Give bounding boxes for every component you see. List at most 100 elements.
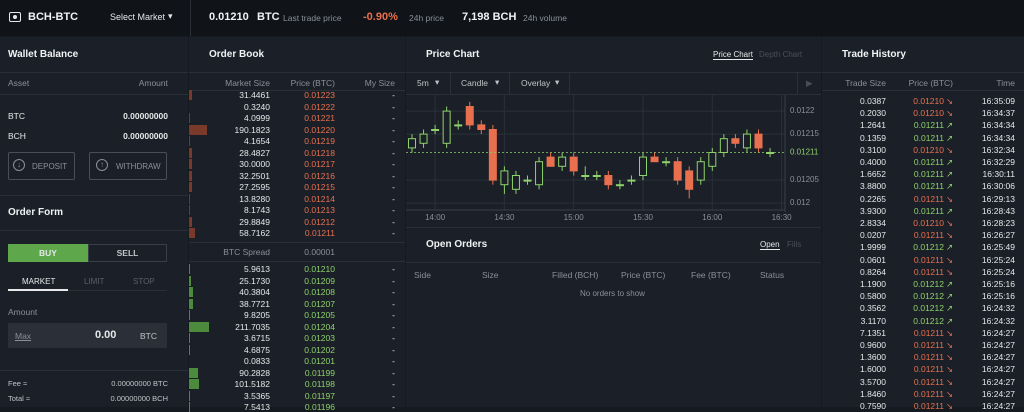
trade-arrow: ↗	[946, 316, 953, 327]
trade-size: 0.0207	[860, 230, 886, 240]
trade-arrow: ↘	[946, 389, 953, 400]
trade-header: Price (BTC)	[909, 78, 953, 88]
candle-body	[489, 130, 496, 181]
trade-price: 0.01211	[914, 364, 944, 374]
active-underline	[8, 289, 68, 291]
candle-body	[409, 139, 416, 148]
trade-price: 0.01212	[913, 303, 944, 313]
orders-tab[interactable]: Open	[760, 240, 780, 250]
my-size: -	[392, 287, 395, 297]
total-label: Total ≈	[8, 394, 30, 403]
market-size: 29.8849	[239, 217, 270, 227]
trade-size: 0.8264	[860, 267, 886, 277]
divider	[189, 242, 405, 243]
trade-arrow: ↘	[946, 194, 953, 205]
market-size: 3.5365	[244, 391, 270, 401]
order-type[interactable]: MARKET	[22, 277, 55, 286]
candle-body	[616, 185, 623, 186]
trade-history-title: Trade History	[842, 49, 906, 60]
candle-body	[466, 107, 473, 125]
candle-body	[732, 139, 739, 144]
divider	[406, 227, 821, 228]
orders-header: Side	[414, 270, 431, 280]
empty-message: No orders to show	[580, 289, 645, 298]
trade-arrow: ↘	[946, 255, 953, 266]
candle-body	[420, 134, 427, 143]
trade-size: 0.0387	[860, 96, 886, 106]
my-size: -	[392, 379, 395, 389]
orders-tab[interactable]: Fills	[787, 240, 801, 249]
x-tick-label: 16:00	[702, 213, 723, 222]
trade-size: 7.1351	[860, 328, 886, 338]
trade-arrow: ↗	[946, 157, 953, 168]
divider	[0, 72, 188, 73]
trade-price: 0.01212	[913, 279, 944, 289]
my-size: -	[392, 159, 395, 169]
candle-body	[697, 162, 704, 180]
market-size: 32.2501	[239, 171, 270, 181]
trade-time: 16:35:09	[982, 96, 1015, 106]
order-type[interactable]: STOP	[133, 277, 155, 286]
divider	[0, 370, 188, 371]
sell-tab[interactable]: SELL	[88, 244, 167, 262]
wallet-title: Wallet Balance	[8, 49, 78, 60]
trade-arrow: ↘	[946, 340, 953, 351]
chart-tab[interactable]: Depth Chart	[759, 50, 802, 59]
buy-tab[interactable]: BUY	[8, 244, 88, 262]
overlay[interactable]: Overlay	[521, 78, 550, 88]
trade-time: 16:34:37	[982, 108, 1015, 118]
my-size: -	[392, 356, 395, 366]
trade-time: 16:24:27	[982, 364, 1015, 374]
withdraw-icon: ↑	[96, 159, 108, 171]
trade-time: 16:24:32	[982, 316, 1015, 326]
order-type[interactable]: LIMIT	[84, 277, 104, 286]
trade-header: Trade Size	[845, 78, 886, 88]
market-size: 31.4461	[239, 90, 270, 100]
trade-arrow: ↘	[946, 218, 953, 229]
depth-bar	[189, 310, 190, 320]
depth-bar	[189, 402, 190, 412]
market-size: 8.1743	[244, 205, 270, 215]
trade-header: Time	[996, 78, 1015, 88]
depth-bar	[189, 228, 195, 238]
max-link[interactable]: Max	[15, 331, 31, 341]
volume-label: 24h volume	[523, 13, 567, 23]
trade-time: 16:24:27	[982, 328, 1015, 338]
market-size: 190.1823	[235, 125, 270, 135]
market-size: 25.1730	[239, 276, 270, 286]
order-book-header: Market Size	[225, 78, 270, 88]
price: 0.01222	[304, 102, 335, 112]
depth-bar	[189, 159, 192, 169]
last-price-unit: BTC	[257, 11, 280, 23]
left-panel	[0, 37, 188, 407]
chart-type[interactable]: Candle	[461, 78, 488, 88]
caret: ▾	[168, 11, 173, 22]
candle-body	[582, 176, 589, 177]
last-price-label: Last trade price	[283, 13, 342, 23]
trade-arrow: ↗	[946, 291, 953, 302]
divider	[189, 72, 405, 73]
trade-price: 0.01211	[914, 328, 944, 338]
chart-tab[interactable]: Price Chart	[713, 50, 753, 60]
price-change-label: 24h price	[409, 13, 444, 23]
trade-size: 0.2265	[860, 194, 886, 204]
trade-price: 0.01211	[914, 267, 944, 277]
play-icon[interactable]: ▶	[806, 78, 813, 89]
candle-body	[524, 180, 531, 181]
pair: BCH-BTC	[28, 11, 78, 23]
candle-body	[536, 162, 543, 185]
select-market[interactable]: Select Market	[110, 12, 165, 22]
spread-label: BTC Spread	[223, 247, 270, 257]
trade-arrow: ↘	[946, 328, 953, 339]
y-tick-label: 0.012	[790, 198, 811, 207]
x-tick-label: 15:00	[564, 213, 585, 222]
interval[interactable]: 5m	[417, 78, 429, 88]
fee-label: Fee ≈	[8, 379, 27, 388]
depth-bar	[189, 379, 199, 389]
divider	[797, 72, 798, 94]
my-size: -	[392, 228, 395, 238]
price: 0.01220	[304, 125, 335, 135]
my-size: -	[392, 136, 395, 146]
trade-price: 0.01211	[914, 377, 944, 387]
